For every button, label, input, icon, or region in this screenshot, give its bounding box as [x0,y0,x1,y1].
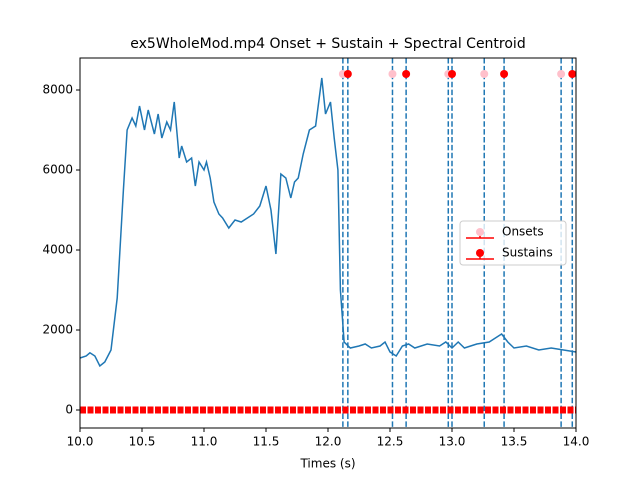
event-marker [448,70,456,78]
event-marker [388,70,397,78]
y-tick-label: 6000 [42,163,73,177]
x-tick-label: 11.0 [191,435,218,449]
x-axis-label: Times (s) [299,457,355,471]
y-tick-label: 2000 [42,323,73,337]
y-tick-label: 0 [65,403,73,417]
event-marker [343,70,352,78]
y-tick-label: 4000 [42,243,73,257]
x-tick-label: 12.5 [377,435,404,449]
x-tick-label: 13.0 [439,435,466,449]
legend-label: Onsets [502,225,544,239]
x-tick-label: 14.0 [563,435,590,449]
chart-title: ex5WholeMod.mp4 Onset + Sustain + Spectr… [130,36,525,52]
y-tick-label: 8000 [42,83,73,97]
x-tick-label: 10.5 [129,435,156,449]
legend-marker [476,249,484,257]
legend-box [459,220,567,266]
x-tick-label: 11.5 [253,435,280,449]
centroid-line [79,77,577,368]
x-tick-label: 12.0 [315,435,342,449]
x-tick-label: 13.5 [501,435,528,449]
event-marker [402,70,411,78]
event-marker [500,70,509,78]
event-marker [480,70,489,78]
event-marker [557,70,566,78]
event-marker [568,70,577,78]
legend-marker [476,228,484,236]
legend-label: Sustains [502,246,553,260]
x-tick-label: 10.0 [67,435,94,449]
